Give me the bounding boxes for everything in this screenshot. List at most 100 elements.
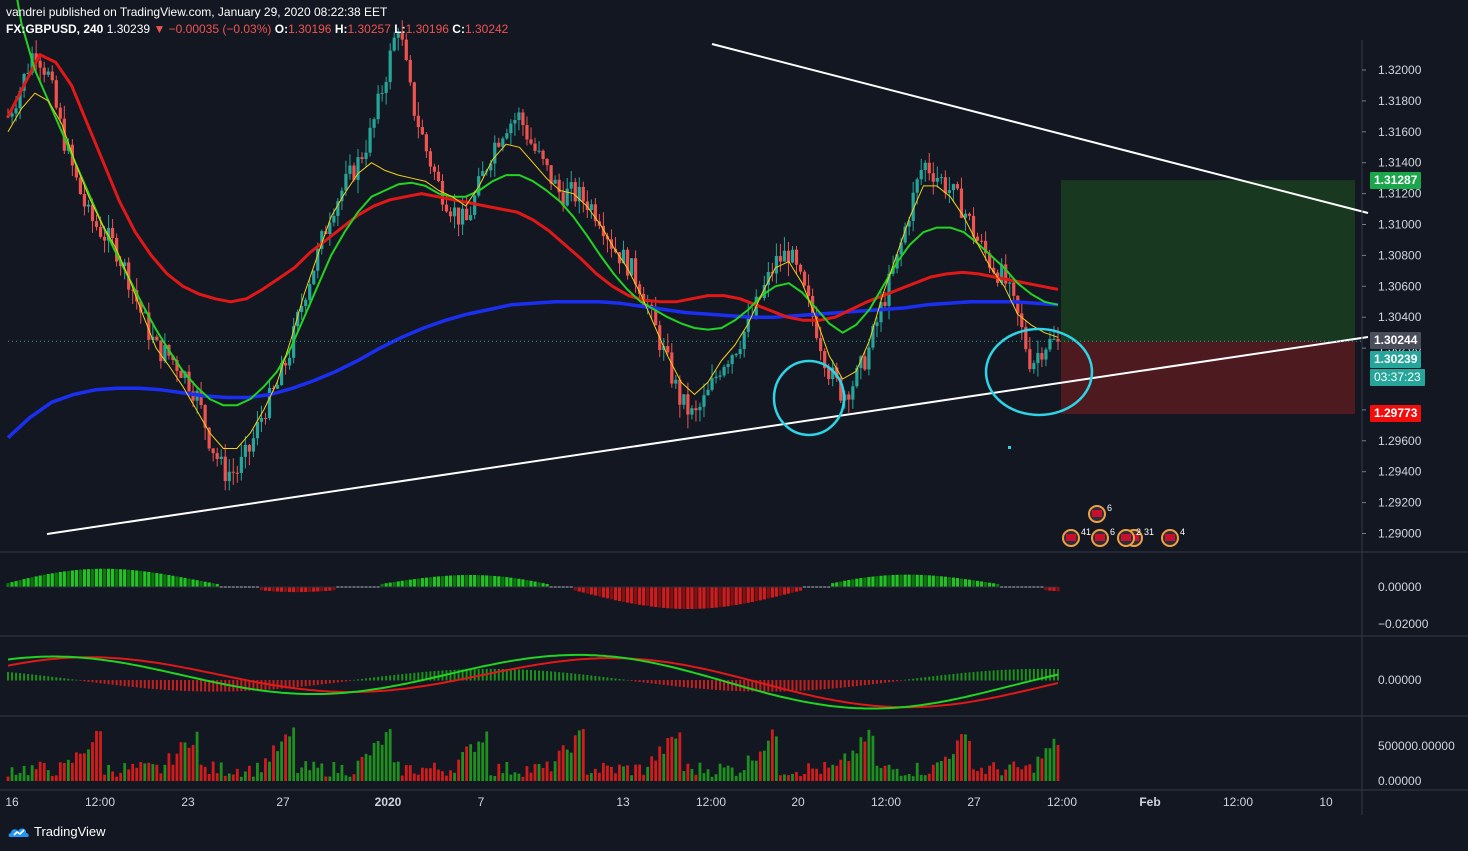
volume-tick-label: 500000.00000	[1378, 739, 1455, 753]
candle	[1024, 319, 1028, 353]
osc-bar	[381, 676, 384, 681]
candle-body	[1028, 349, 1032, 370]
osc-bar	[357, 679, 359, 681]
volume-bar	[577, 730, 581, 781]
tradingview-logo[interactable]: TradingView	[8, 824, 106, 839]
hist-bar	[766, 587, 770, 599]
candle-body	[469, 214, 473, 221]
volume-bar	[799, 776, 802, 781]
volume-bar	[260, 772, 263, 781]
candle-body	[867, 347, 871, 370]
hist-bar	[1048, 587, 1052, 591]
hist-bar	[617, 587, 622, 602]
osc-bar	[867, 680, 870, 685]
volume-bar	[384, 732, 388, 781]
event-flag	[1121, 534, 1131, 541]
osc-bar	[401, 674, 404, 681]
volume-bar	[131, 763, 135, 781]
stop-zone	[1061, 341, 1355, 415]
osc-bar	[489, 668, 492, 681]
candle-body	[629, 258, 634, 276]
osc-bar	[208, 680, 211, 692]
candle-body	[537, 150, 541, 152]
osc-bar	[47, 676, 50, 681]
candle	[521, 108, 525, 136]
hist-bar	[750, 587, 754, 603]
osc-bar	[361, 678, 364, 681]
volume-bar	[626, 765, 629, 781]
hist-bar	[288, 587, 292, 593]
volume-bar	[107, 764, 110, 781]
candle	[674, 374, 678, 389]
histogram-pane: 0.00000 −0.02000	[6, 568, 1429, 631]
candle	[400, 20, 404, 46]
volume-bar	[239, 776, 243, 781]
candle-body	[316, 248, 320, 271]
candle-body	[939, 177, 943, 179]
osc-bar	[111, 680, 114, 685]
candle	[336, 197, 340, 227]
candle-body	[919, 170, 923, 180]
candle-body	[223, 456, 227, 482]
candle	[802, 269, 807, 288]
osc-bar	[163, 680, 166, 690]
osc-bar	[819, 680, 822, 690]
hist-bar	[380, 583, 384, 587]
marker-dot	[1008, 446, 1011, 449]
hist-bar	[316, 587, 320, 592]
candle-body	[1048, 338, 1052, 350]
candle-body	[967, 213, 972, 216]
hist-bar	[935, 575, 939, 587]
hist-bar	[452, 575, 457, 587]
candle-body	[175, 360, 179, 372]
volume-bar	[573, 735, 577, 781]
osc-bar	[916, 678, 919, 681]
candle	[790, 246, 795, 264]
candle	[1020, 303, 1024, 340]
candle-body	[585, 201, 589, 211]
hist-bar	[662, 587, 666, 608]
candle	[786, 241, 791, 277]
osc-bar	[59, 677, 62, 681]
candle	[815, 306, 819, 341]
osc-bar	[630, 680, 633, 681]
osc-bar	[904, 679, 907, 681]
volume-bar	[368, 755, 372, 781]
volume-bar	[871, 735, 875, 781]
candle	[533, 137, 537, 154]
symbol-name[interactable]: FX:GBPUSD, 240	[6, 22, 104, 36]
candle	[549, 165, 553, 191]
hist-bar	[754, 587, 758, 602]
candle-body	[151, 336, 155, 340]
volume-bar	[795, 771, 798, 781]
hist-bar	[911, 574, 915, 587]
osc-bar	[956, 673, 959, 681]
hist-bar	[22, 579, 26, 587]
osc-bar	[775, 680, 778, 692]
candle-body	[428, 151, 433, 167]
volume-bar	[171, 764, 175, 781]
candle	[545, 157, 549, 171]
candle-body	[34, 53, 38, 61]
osc-bar	[196, 680, 199, 692]
volume-bar	[473, 751, 477, 781]
hist-bar	[82, 569, 87, 587]
osc-main-line	[7, 653, 1059, 710]
volume-bar	[22, 765, 26, 781]
volume-bar	[859, 737, 863, 781]
candle-body	[123, 262, 127, 267]
volume-bar	[449, 770, 452, 781]
osc-bar	[715, 680, 718, 690]
candle	[778, 243, 783, 272]
hist-bar	[702, 587, 706, 609]
candle-body	[255, 421, 260, 439]
candle	[131, 288, 135, 305]
volume-bar	[923, 775, 927, 781]
candle	[875, 316, 879, 338]
volume-bar	[718, 763, 722, 781]
hist-bar	[831, 583, 835, 587]
osc-bar	[465, 669, 468, 681]
hist-bar	[332, 587, 336, 591]
hist-bar	[199, 580, 203, 587]
